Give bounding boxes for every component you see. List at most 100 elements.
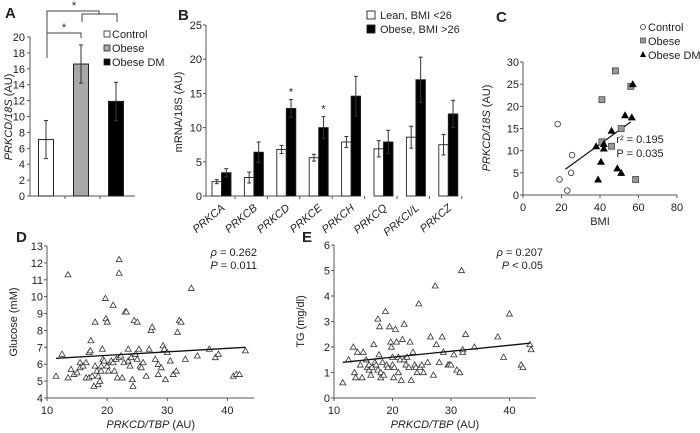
y-axis-label: Glucose (mM) xyxy=(8,287,20,356)
data-point-obese-dm xyxy=(628,80,637,88)
data-point xyxy=(151,355,159,362)
y-tick-label: 4 xyxy=(324,291,330,303)
y-tick-label: 10 xyxy=(31,292,43,304)
data-point xyxy=(109,358,117,366)
data-point xyxy=(419,368,428,376)
data-point xyxy=(378,358,387,365)
data-point xyxy=(390,363,398,370)
data-point xyxy=(142,372,150,379)
data-point xyxy=(350,368,359,376)
data-point xyxy=(161,375,170,383)
data-point-obese-dm xyxy=(596,157,605,165)
data-point xyxy=(58,350,66,357)
data-point xyxy=(435,358,443,365)
y-tick-label: 13 xyxy=(31,241,43,253)
stat-rho: ρ = 0.207 xyxy=(496,247,543,259)
x-tick-label: PRKCZ xyxy=(418,201,455,235)
data-point xyxy=(64,373,72,381)
legend-label: Control xyxy=(112,29,147,41)
data-point-control xyxy=(554,120,561,128)
data-point xyxy=(235,370,244,377)
x-tick-label: 20 xyxy=(386,405,398,417)
data-point xyxy=(147,326,155,334)
data-point xyxy=(52,372,60,379)
legend-label: Obese xyxy=(648,36,680,48)
data-point xyxy=(98,345,107,352)
data-point-control xyxy=(564,187,571,194)
y-tick-label: 7 xyxy=(37,342,43,354)
data-point xyxy=(94,380,102,388)
data-point xyxy=(135,345,143,352)
legend-marker-obese xyxy=(640,37,646,44)
bar xyxy=(285,107,297,197)
data-point-obese xyxy=(598,96,606,104)
data-point xyxy=(423,358,432,365)
significance-bracket xyxy=(81,13,118,22)
legend-label: Obese xyxy=(112,43,144,55)
data-point-obese-dm xyxy=(599,140,608,148)
stat-rho: ρ = 0.262 xyxy=(210,247,257,259)
data-point xyxy=(432,340,441,348)
legend-label: Obese, BMI >26 xyxy=(380,24,460,36)
data-point xyxy=(409,348,417,355)
data-point-obese xyxy=(612,67,619,75)
data-point xyxy=(456,368,464,376)
y-tick-label: 20 xyxy=(507,101,519,113)
data-point xyxy=(96,377,104,384)
data-point xyxy=(157,363,165,371)
y-tick-label: 9 xyxy=(37,309,43,321)
data-point xyxy=(97,367,105,374)
data-point xyxy=(148,323,156,330)
panel-e: E 0 1 2 3 4 5 6 10 20 30 40 PRKCD/TBP (AU) TG (mg/dl)… xyxy=(295,229,543,431)
data-point-obese-dm xyxy=(621,111,630,119)
y-tick-label: 0 xyxy=(19,191,25,203)
data-point xyxy=(447,361,455,368)
y-tick-label: 0 xyxy=(196,191,202,203)
data-point xyxy=(101,294,110,301)
y-tick-label: 5 xyxy=(513,168,519,180)
data-point xyxy=(359,348,367,355)
x-axis-label: PRKCD/TBP (AU) xyxy=(106,419,195,431)
bar xyxy=(341,141,352,197)
data-point xyxy=(166,357,174,364)
data-point xyxy=(365,361,373,368)
data-point xyxy=(128,375,137,383)
data-point xyxy=(519,363,527,370)
data-point xyxy=(109,301,117,308)
data-point xyxy=(129,382,137,389)
y-tick-label: 18 xyxy=(13,48,25,60)
data-point xyxy=(367,371,375,378)
data-point xyxy=(115,269,123,276)
legend-swatch xyxy=(366,10,376,20)
data-point xyxy=(115,255,123,263)
panel-label-b: B xyxy=(178,7,189,24)
data-point xyxy=(86,346,94,354)
y-tick-label: 6 xyxy=(19,143,25,155)
data-point xyxy=(172,367,180,374)
y-tick-label: 4 xyxy=(19,159,25,171)
data-point xyxy=(461,330,470,337)
data-point-obese-dm xyxy=(607,126,616,134)
x-tick-label: 40 xyxy=(503,405,515,417)
data-point xyxy=(406,338,414,345)
y-tick-label: 10 xyxy=(13,112,25,124)
data-point xyxy=(103,362,111,369)
legend-label: Obese DM xyxy=(648,50,700,62)
y-tick-label: 1 xyxy=(324,368,330,380)
data-point xyxy=(339,378,347,386)
data-point xyxy=(370,340,378,348)
y-tick-label: 12 xyxy=(13,96,25,108)
data-point xyxy=(160,345,168,352)
data-point xyxy=(94,372,102,379)
data-point xyxy=(457,266,466,274)
x-tick-label: 20 xyxy=(101,405,113,417)
data-point xyxy=(154,360,162,367)
y-tick-label: 8 xyxy=(37,325,43,337)
data-point xyxy=(387,343,396,350)
x-tick-label: 30 xyxy=(445,405,457,417)
data-point xyxy=(394,368,403,376)
stat-p: P = 0.035 xyxy=(616,148,663,160)
data-point xyxy=(372,361,380,368)
data-point xyxy=(415,299,423,307)
data-point xyxy=(381,307,390,314)
